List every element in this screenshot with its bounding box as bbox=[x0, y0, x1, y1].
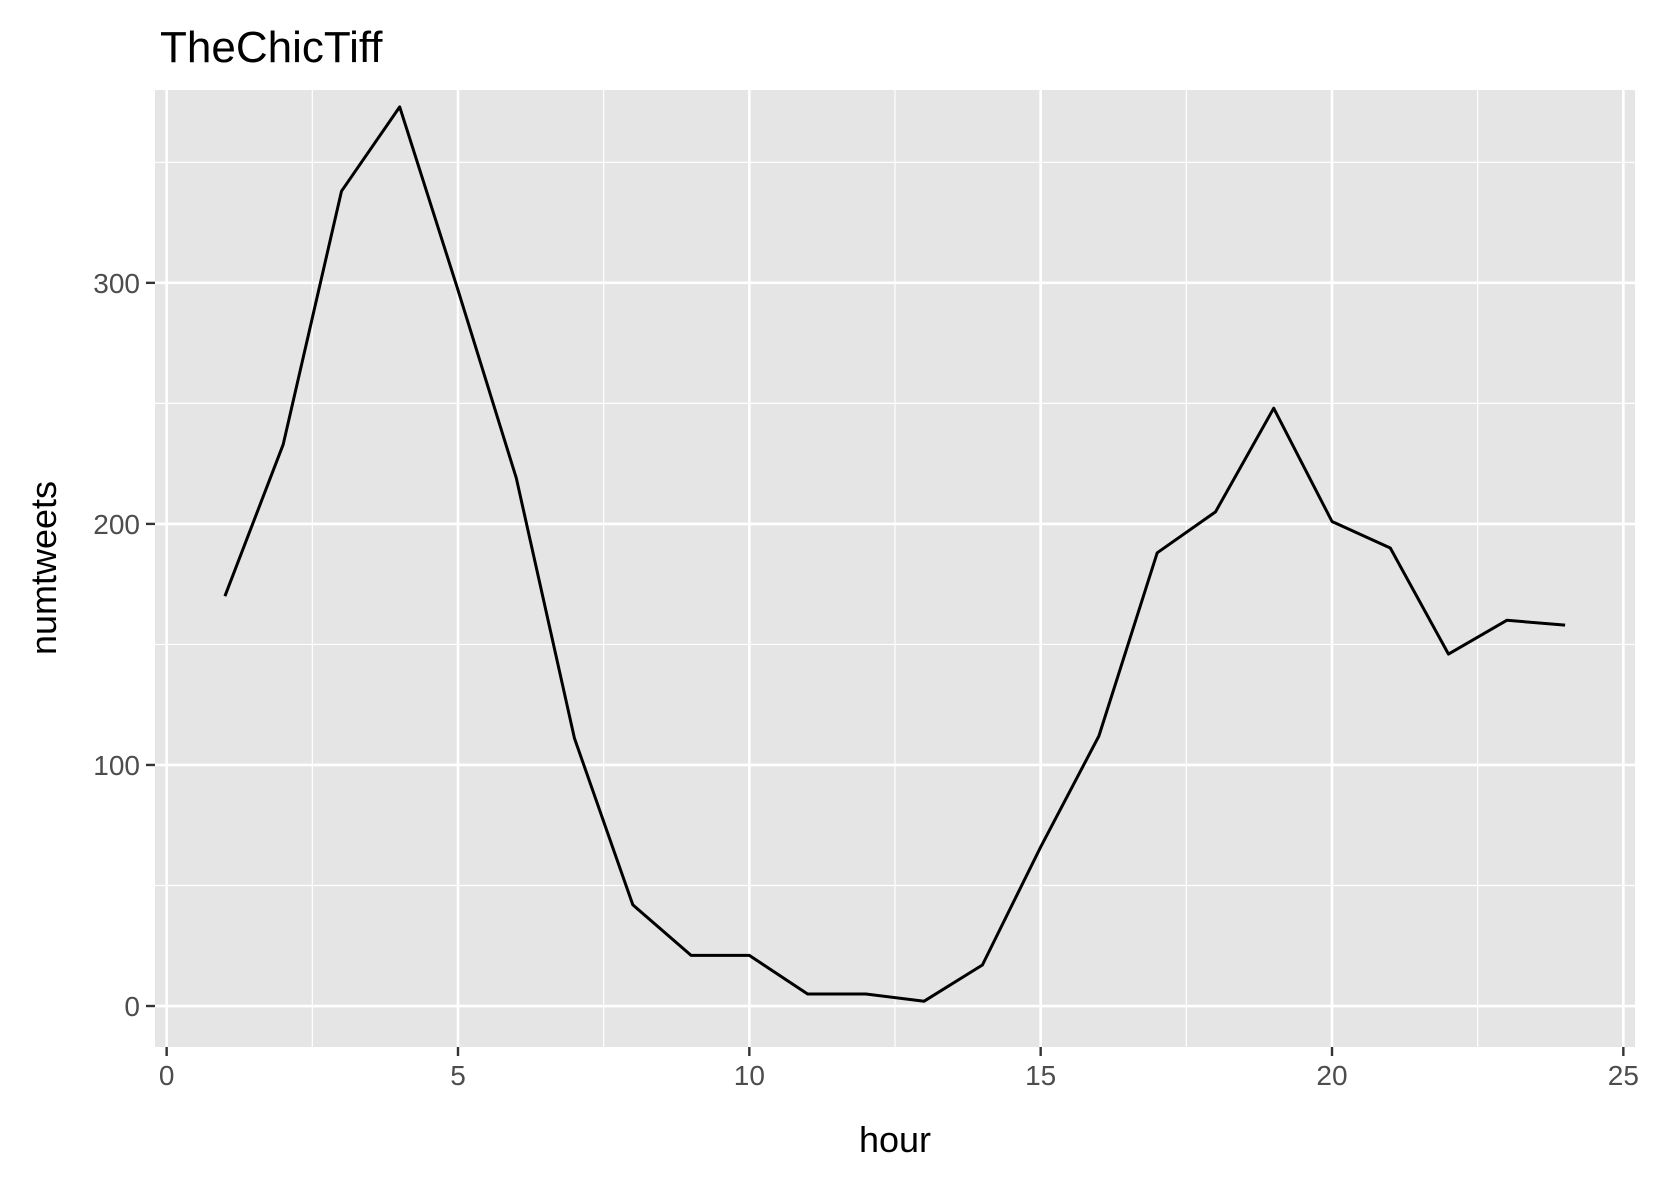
major-gridlines bbox=[155, 90, 1635, 1047]
x-tick-label: 25 bbox=[1608, 1060, 1639, 1091]
y-tick-label: 100 bbox=[93, 750, 140, 781]
y-axis-title: numtweets bbox=[23, 481, 64, 655]
minor-gridlines bbox=[155, 90, 1635, 1047]
y-axis: 0 100 200 300 bbox=[93, 268, 155, 1022]
y-tick-label: 0 bbox=[124, 991, 140, 1022]
x-tick-label: 5 bbox=[450, 1060, 466, 1091]
x-axis: 0 5 10 15 20 25 bbox=[159, 1047, 1639, 1091]
series-line bbox=[223, 105, 1566, 1003]
chart-title: TheChicTiff bbox=[160, 23, 383, 72]
x-tick-label: 10 bbox=[734, 1060, 765, 1091]
x-tick-label: 0 bbox=[159, 1060, 175, 1091]
y-tick-label: 200 bbox=[93, 509, 140, 540]
x-tick-label: 20 bbox=[1316, 1060, 1347, 1091]
x-tick-label: 15 bbox=[1025, 1060, 1056, 1091]
y-tick-label: 300 bbox=[93, 268, 140, 299]
x-axis-title: hour bbox=[859, 1119, 931, 1160]
